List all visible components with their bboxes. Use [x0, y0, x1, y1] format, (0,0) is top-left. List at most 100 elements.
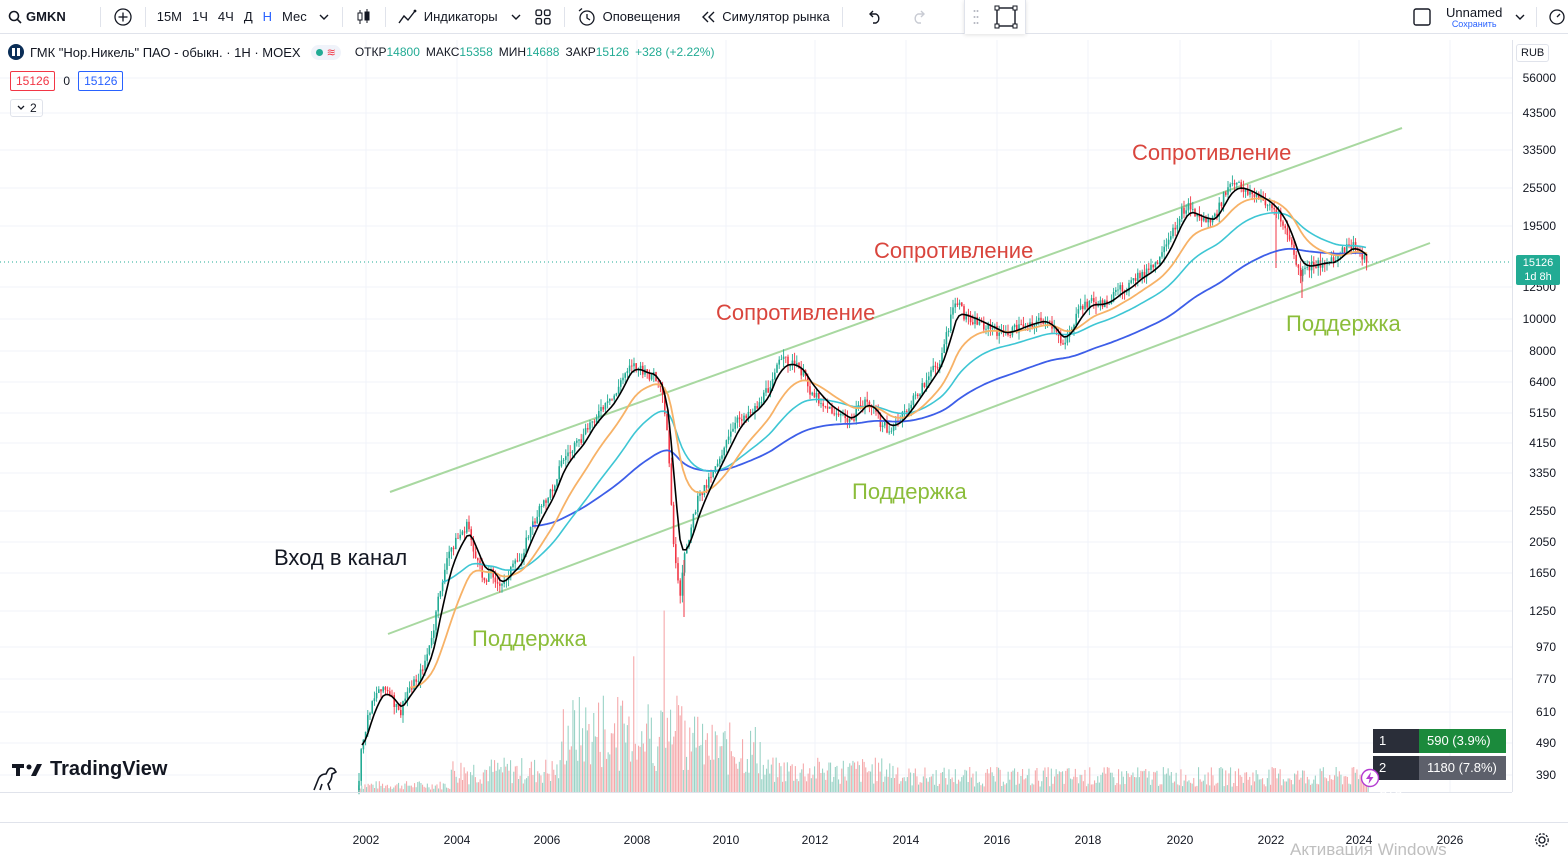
volume-bar [956, 783, 958, 792]
interval-day[interactable]: Д [243, 9, 253, 24]
buy-price-button[interactable]: 15126 [78, 71, 124, 91]
interval-month[interactable]: Мес [282, 9, 307, 24]
sell-price-button[interactable]: 15126 [10, 71, 56, 91]
candle-body [549, 489, 552, 498]
candle-body [554, 485, 556, 492]
layout-name-area[interactable]: Unnamed Сохранить [1412, 0, 1567, 34]
volume-bar [479, 779, 481, 792]
market-status[interactable]: ≋ [310, 44, 341, 60]
compare-button[interactable] [107, 0, 139, 34]
interval-15m[interactable]: 15M [156, 9, 183, 24]
chevron-down-icon[interactable] [1514, 11, 1526, 23]
indicators-button[interactable]: Индикаторы [392, 0, 504, 34]
templates-button[interactable] [528, 0, 558, 34]
annotation-support-2[interactable]: Поддержка [852, 479, 967, 504]
candle-body [980, 321, 983, 323]
current-price-value: 15126 [1522, 257, 1554, 269]
timer-icon[interactable] [1547, 7, 1567, 27]
layout-select-button[interactable] [964, 0, 1026, 34]
settings-gear-icon[interactable] [1534, 832, 1550, 848]
indicators-dropdown[interactable] [504, 0, 528, 34]
volume-bar [1266, 778, 1268, 792]
symbol-search[interactable]: GMKN [0, 0, 72, 34]
volume-bar [1026, 775, 1028, 792]
volume-bar [535, 782, 537, 792]
candle-body [1280, 211, 1282, 222]
annotation-support-1[interactable]: Поддержка [472, 626, 587, 651]
interval-4h[interactable]: 4Ч [217, 9, 234, 24]
tradingview-logo[interactable]: TradingView [12, 758, 167, 781]
volume-bar [708, 755, 710, 792]
volume-bar [1158, 785, 1160, 792]
volume-bar [730, 751, 732, 792]
replay-button[interactable]: Симулятор рынка [694, 0, 835, 34]
price-axis-label: 1650 [1529, 566, 1556, 580]
redo-button[interactable] [905, 0, 935, 34]
annotation-support-3[interactable]: Поддержка [1286, 311, 1401, 336]
volume-bar [841, 768, 843, 792]
candle-body [809, 386, 811, 395]
currency-button[interactable]: RUB [1516, 44, 1550, 62]
annotation-resistance-1[interactable]: Сопротивление [716, 300, 876, 325]
candle-body [815, 393, 818, 398]
volume-bar [1198, 767, 1200, 792]
volume-bar [1054, 776, 1056, 792]
layout-name: Unnamed [1446, 4, 1503, 20]
volume-bar [1234, 771, 1236, 792]
volume-bar [826, 770, 828, 792]
volume-bar [1124, 784, 1126, 792]
candle-body [411, 688, 413, 690]
volume-bar [1241, 776, 1243, 792]
annotation-entry[interactable]: Вход в канал [274, 545, 408, 570]
volume-bar [706, 733, 708, 792]
candle-body [771, 379, 774, 388]
alerts-button[interactable]: Оповещения [571, 0, 687, 34]
candle-body [930, 370, 932, 377]
volume-bar [1047, 767, 1049, 792]
candle-body [690, 527, 692, 540]
volume-bar [569, 749, 571, 792]
interval-week[interactable]: Н [262, 9, 273, 24]
volume-bar [1367, 784, 1369, 792]
volume-bar [954, 769, 956, 792]
trend-channel[interactable] [387, 127, 1431, 635]
logo-text: TradingView [50, 758, 168, 780]
volume-bar [471, 775, 473, 792]
volume-bar [1327, 781, 1329, 792]
volume-bar [548, 773, 550, 792]
volume-bar [998, 767, 1000, 792]
volume-bar [1084, 769, 1086, 792]
indicators-toggle[interactable]: 2 [10, 99, 43, 117]
candle-body [494, 577, 497, 583]
instrument-title[interactable]: ГМК "Нор.Никель" ПАО - обыкн. · 1Н · MOE… [30, 44, 301, 60]
dinosaur-icon[interactable] [310, 766, 340, 792]
volume-bar [1263, 784, 1265, 792]
volume-bar [846, 780, 848, 792]
time-axis[interactable]: 2002 2004 2006 2008 2010 2012 2014 2016 2018 2020… [0, 822, 1568, 855]
candle-body [1341, 247, 1344, 254]
volume-bar [644, 751, 646, 792]
interval-dropdown[interactable] [312, 0, 336, 34]
volume-bar [854, 762, 856, 792]
price-chart[interactable] [0, 36, 1512, 828]
undo-button[interactable] [859, 0, 889, 34]
price-axis[interactable]: 56000 43500 33500 25500 19500 12500 10000 8000 6… [1512, 40, 1568, 792]
volume-bar [807, 773, 809, 792]
volume-bar [782, 781, 784, 792]
volume-bar [980, 785, 982, 792]
channel-upper-line[interactable] [389, 127, 1403, 493]
candle-body [763, 392, 765, 402]
lightning-icon[interactable] [1360, 768, 1380, 788]
volume-bar [383, 788, 385, 792]
annotation-resistance-2[interactable]: Сопротивление [874, 238, 1034, 263]
divider [384, 6, 386, 27]
candle-body [811, 392, 813, 395]
volume-bar [1058, 771, 1060, 792]
chart-type-button[interactable] [349, 0, 379, 34]
interval-1h[interactable]: 1Ч [192, 9, 208, 24]
annotation-resistance-3[interactable]: Сопротивление [1132, 140, 1292, 165]
channel-lower-line[interactable] [387, 242, 1431, 635]
candle-body [1082, 305, 1084, 310]
volume-bar [812, 774, 814, 792]
price-axis-label: 610 [1535, 705, 1556, 719]
